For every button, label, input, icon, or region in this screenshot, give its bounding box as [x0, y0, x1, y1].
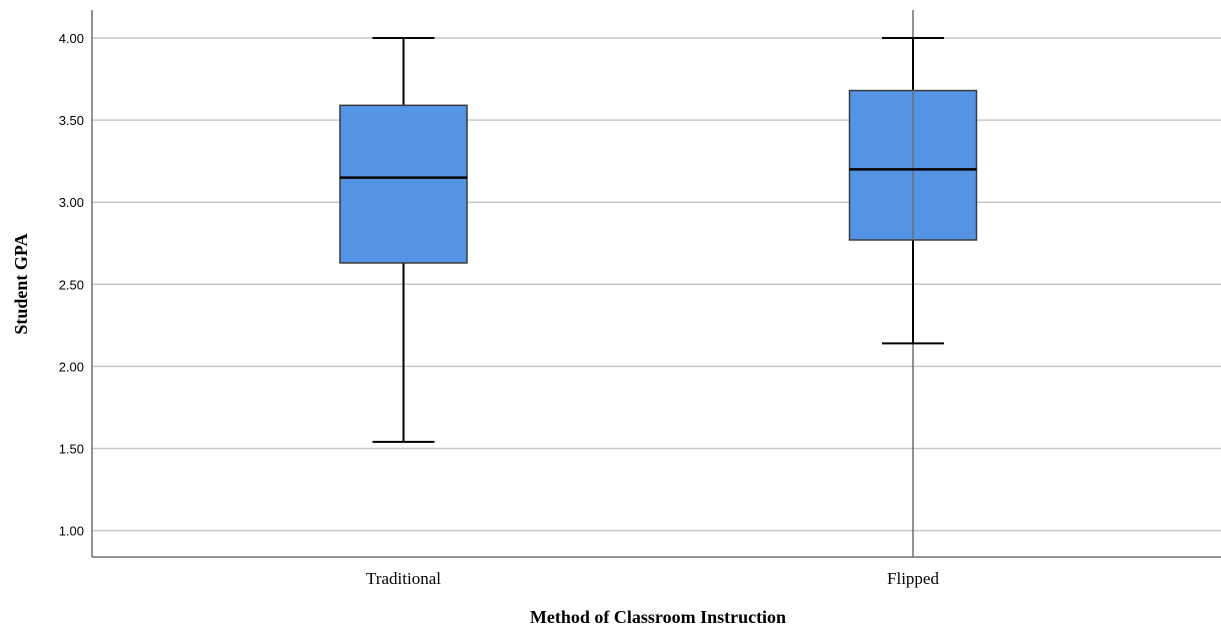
grid-lines: [92, 10, 1221, 557]
y-tick-labels: 1.00 1.50 2.00 2.50 3.00 3.50 4.00: [59, 31, 84, 539]
y-tick-label: 1.50: [59, 442, 84, 457]
x-tick-label: Traditional: [366, 569, 441, 588]
y-axis-title: Student GPA: [11, 233, 31, 334]
box-flipped: [848, 37, 978, 345]
x-tick-labels: Traditional Flipped: [366, 569, 939, 588]
y-tick-label: 1.00: [59, 524, 84, 539]
y-tick-label: 2.50: [59, 277, 84, 292]
iqr-box: [339, 104, 468, 264]
y-tick-label: 4.00: [59, 31, 84, 46]
y-tick-label: 3.00: [59, 195, 84, 210]
boxes: [339, 37, 978, 443]
y-tick-label: 2.00: [59, 359, 84, 374]
y-tick-label: 3.50: [59, 113, 84, 128]
box-traditional: [339, 37, 468, 443]
x-tick-label: Flipped: [887, 569, 939, 588]
x-axis-title: Method of Classroom Instruction: [530, 607, 786, 626]
